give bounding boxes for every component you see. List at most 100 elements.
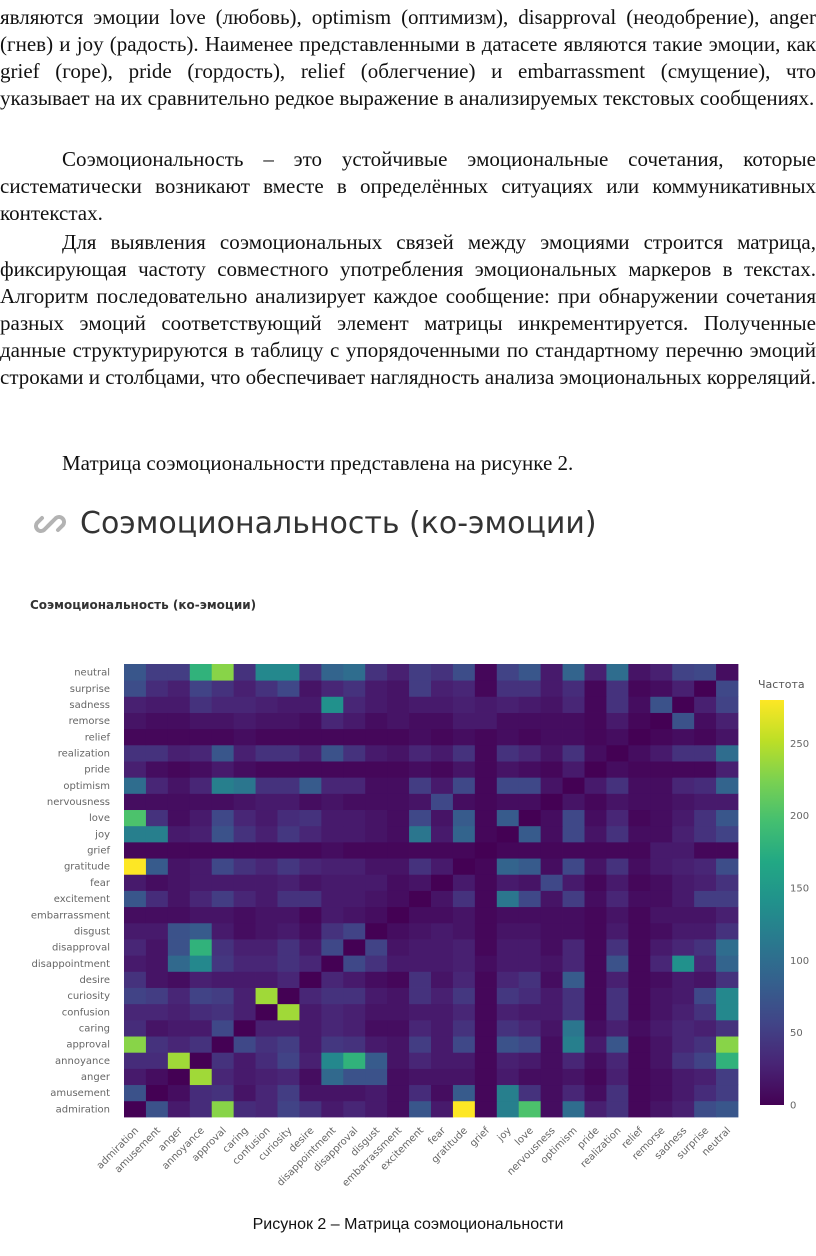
heatmap-cell (387, 825, 410, 843)
y-tick-label: curiosity (67, 991, 110, 1002)
heatmap-cell (255, 825, 278, 843)
heatmap-cell (584, 874, 607, 891)
heatmap-cell (387, 987, 410, 1005)
heatmap-cell (145, 809, 169, 827)
heatmap-cell (650, 825, 673, 843)
heatmap-cell (343, 955, 366, 972)
heatmap-cell (474, 955, 498, 972)
heatmap-cell (584, 1052, 607, 1069)
heatmap-cell (145, 712, 169, 730)
heatmap-cell (562, 906, 585, 924)
figure-caption: Рисунок 2 – Матрица соэмоциональности (252, 1216, 564, 1233)
heatmap-cell (145, 1084, 169, 1102)
heatmap-cell (189, 1019, 213, 1037)
y-tick-label: gratitude (64, 862, 110, 873)
heatmap-cell (452, 1084, 476, 1102)
heatmap-cell (452, 728, 476, 746)
heatmap-cell (211, 761, 235, 778)
heatmap-cell (255, 841, 278, 859)
heatmap-cell (365, 761, 388, 778)
heatmap-cell (694, 955, 717, 972)
heatmap-cell (628, 1036, 651, 1053)
heatmap-cell (387, 664, 410, 681)
heatmap-cell (321, 874, 344, 891)
heatmap-cell (277, 858, 300, 875)
heatmap-cell (562, 777, 585, 794)
heatmap-cell (167, 761, 191, 778)
heatmap-cell (343, 987, 366, 1005)
heatmap-cell (540, 858, 563, 875)
heatmap-cell (124, 728, 147, 746)
heatmap-cell (299, 761, 322, 778)
heatmap-cell (365, 809, 388, 827)
heatmap-cell (584, 1019, 607, 1037)
heatmap-cell (606, 987, 629, 1005)
heatmap-cell (343, 744, 366, 762)
y-tick-label: anger (81, 1072, 111, 1083)
heatmap-cell (650, 1100, 673, 1118)
heatmap-cell (343, 664, 366, 681)
heatmap-cell (716, 971, 739, 988)
heatmap-cell (650, 761, 673, 778)
heatmap-cell (431, 987, 454, 1005)
heatmap-cell (387, 1052, 410, 1069)
heatmap-cell (431, 1003, 454, 1021)
heatmap-cell (694, 1019, 717, 1037)
heatmap-cell (496, 971, 520, 988)
heatmap-cell (387, 858, 410, 875)
heatmap-cell (124, 955, 147, 972)
heatmap-cell (277, 664, 300, 681)
heatmap-cell (518, 890, 542, 908)
heatmap-cell (343, 712, 366, 730)
heatmap-cell (299, 1019, 322, 1037)
heatmap-cell (431, 841, 454, 859)
heatmap-cell (409, 777, 432, 794)
y-tick-label: grief (87, 846, 110, 857)
heatmap-cell (277, 890, 300, 908)
heatmap-cell (694, 858, 717, 875)
heatmap-cell (277, 712, 300, 730)
heatmap-cell (211, 841, 235, 859)
heatmap-cell (124, 1019, 147, 1037)
heatmap-cell (672, 987, 695, 1005)
heatmap-cell (343, 939, 366, 956)
heatmap-cell (650, 777, 673, 794)
colorbar-tick-label: 100 (790, 956, 809, 967)
heatmap-cell (365, 858, 388, 875)
heatmap-cell (716, 809, 739, 827)
heatmap-cell (628, 987, 651, 1005)
heatmap-cell (431, 1100, 454, 1118)
y-tick-label: love (89, 813, 110, 824)
heatmap-cell (628, 1068, 651, 1086)
heatmap-cell (562, 1100, 585, 1118)
heatmap-cell (452, 777, 476, 794)
heatmap-cell (650, 906, 673, 924)
heatmap-cell (299, 680, 322, 697)
heatmap-cell (518, 1100, 542, 1118)
heatmap-cell (299, 1036, 322, 1053)
heatmap-cell (167, 1019, 191, 1037)
heatmap-cell (496, 680, 520, 697)
heatmap-cell (124, 906, 147, 924)
heatmap-cell (474, 906, 498, 924)
heatmap-cell (343, 825, 366, 843)
heatmap-cell (167, 1068, 191, 1086)
heatmap-cell (584, 696, 607, 713)
heatmap-cell (233, 664, 256, 681)
heatmap-cell (452, 841, 476, 859)
heatmap-cell (145, 1003, 169, 1021)
paragraph-3: Для выявления соэмоциональных связей меж… (0, 230, 816, 389)
heatmap-cell (474, 744, 498, 762)
heatmap-cell (518, 680, 542, 697)
heatmap-cell (628, 744, 651, 762)
heatmap-cell (167, 841, 191, 859)
heatmap-cell (474, 825, 498, 843)
heatmap-cell (321, 890, 344, 908)
heatmap-cell (365, 777, 388, 794)
heatmap-cell (343, 1003, 366, 1021)
heatmap-cell (716, 777, 739, 794)
heatmap-cell (409, 874, 432, 891)
heatmap-cell (233, 1019, 256, 1037)
heatmap-cell (189, 809, 213, 827)
